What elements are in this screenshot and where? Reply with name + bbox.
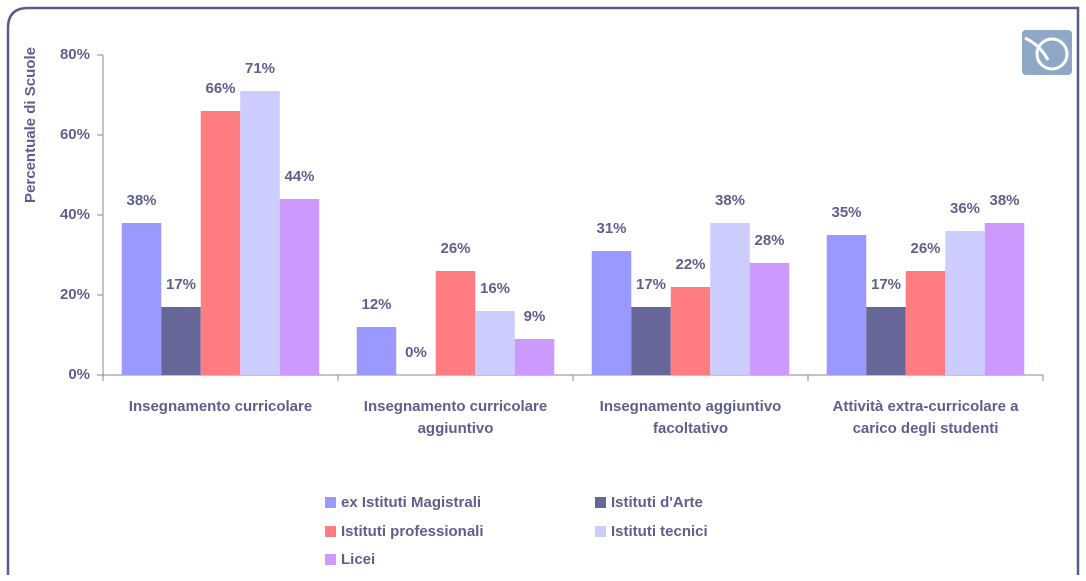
legend-label: Istituti d'Arte (611, 494, 703, 511)
bar (279, 199, 320, 375)
legend-item: Istituti professionali (325, 523, 484, 540)
y-tick-label: 80% (60, 46, 90, 63)
bar (670, 287, 711, 375)
data-label: 71% (245, 60, 275, 77)
legend-label: Istituti professionali (341, 522, 484, 540)
legend-label: ex Istituti Magistrali (341, 494, 482, 511)
frame (6, 6, 1080, 575)
data-label: 28% (754, 232, 784, 249)
bar (984, 223, 1025, 375)
bar (475, 311, 515, 375)
bar (200, 111, 241, 375)
bar (356, 327, 397, 375)
legend-swatch (595, 497, 606, 508)
y-axis-title: Percentuale di Scuole (22, 47, 39, 203)
data-label: 44% (284, 168, 314, 185)
data-label: 12% (361, 296, 391, 313)
legend-item: Istituti d'Arte (595, 494, 703, 511)
data-label: 35% (831, 204, 861, 221)
data-label: 36% (950, 200, 980, 217)
bar (514, 339, 555, 375)
data-label: 66% (205, 80, 235, 97)
x-tick-label: Insegnamento curricolare aggiuntivo (363, 398, 548, 437)
x-tick-label: Insegnamento aggiuntivo facoltativo (599, 398, 782, 437)
bar (710, 223, 750, 375)
legend-item: Istituti tecnici (595, 523, 708, 540)
legend-swatch (325, 554, 336, 565)
bar (631, 307, 671, 375)
data-label: 26% (910, 240, 940, 257)
data-label: 31% (596, 220, 626, 237)
legend-swatch (595, 525, 606, 537)
y-tick-label: 20% (60, 286, 90, 303)
y-tick-label: 0% (68, 366, 90, 383)
data-label: 17% (166, 276, 196, 293)
legend-item: Licei (325, 551, 375, 568)
bar (749, 263, 790, 375)
bar (945, 231, 985, 375)
data-label: 38% (715, 192, 745, 209)
y-tick-label: 60% (60, 126, 90, 143)
data-label: 38% (989, 192, 1019, 209)
legend-swatch (325, 525, 336, 537)
legend-swatch (325, 497, 336, 508)
bar (826, 235, 867, 375)
legend-label: Licei (341, 551, 376, 568)
legend-item: ex Istituti Magistrali (325, 494, 481, 511)
data-label: 17% (871, 276, 901, 293)
bar (591, 251, 632, 375)
y-tick-label: 40% (60, 206, 90, 223)
bar (161, 307, 201, 375)
data-label: 26% (440, 240, 470, 257)
legend-label: Istituti tecnici (611, 522, 708, 540)
bar (121, 223, 162, 375)
data-label: 38% (126, 192, 156, 209)
data-label: 9% (524, 308, 546, 325)
x-tick-label: Attività extra-curricolare a carico degl… (832, 398, 1019, 437)
data-label: 17% (636, 276, 666, 293)
bar (905, 271, 946, 375)
bar (435, 271, 476, 375)
data-label: 22% (675, 256, 705, 273)
bar (866, 307, 906, 375)
logo (1022, 30, 1072, 75)
x-tick-label: Insegnamento curricolare (128, 398, 313, 415)
bar (240, 91, 280, 375)
data-label: 16% (480, 280, 510, 297)
data-label: 0% (405, 344, 427, 361)
